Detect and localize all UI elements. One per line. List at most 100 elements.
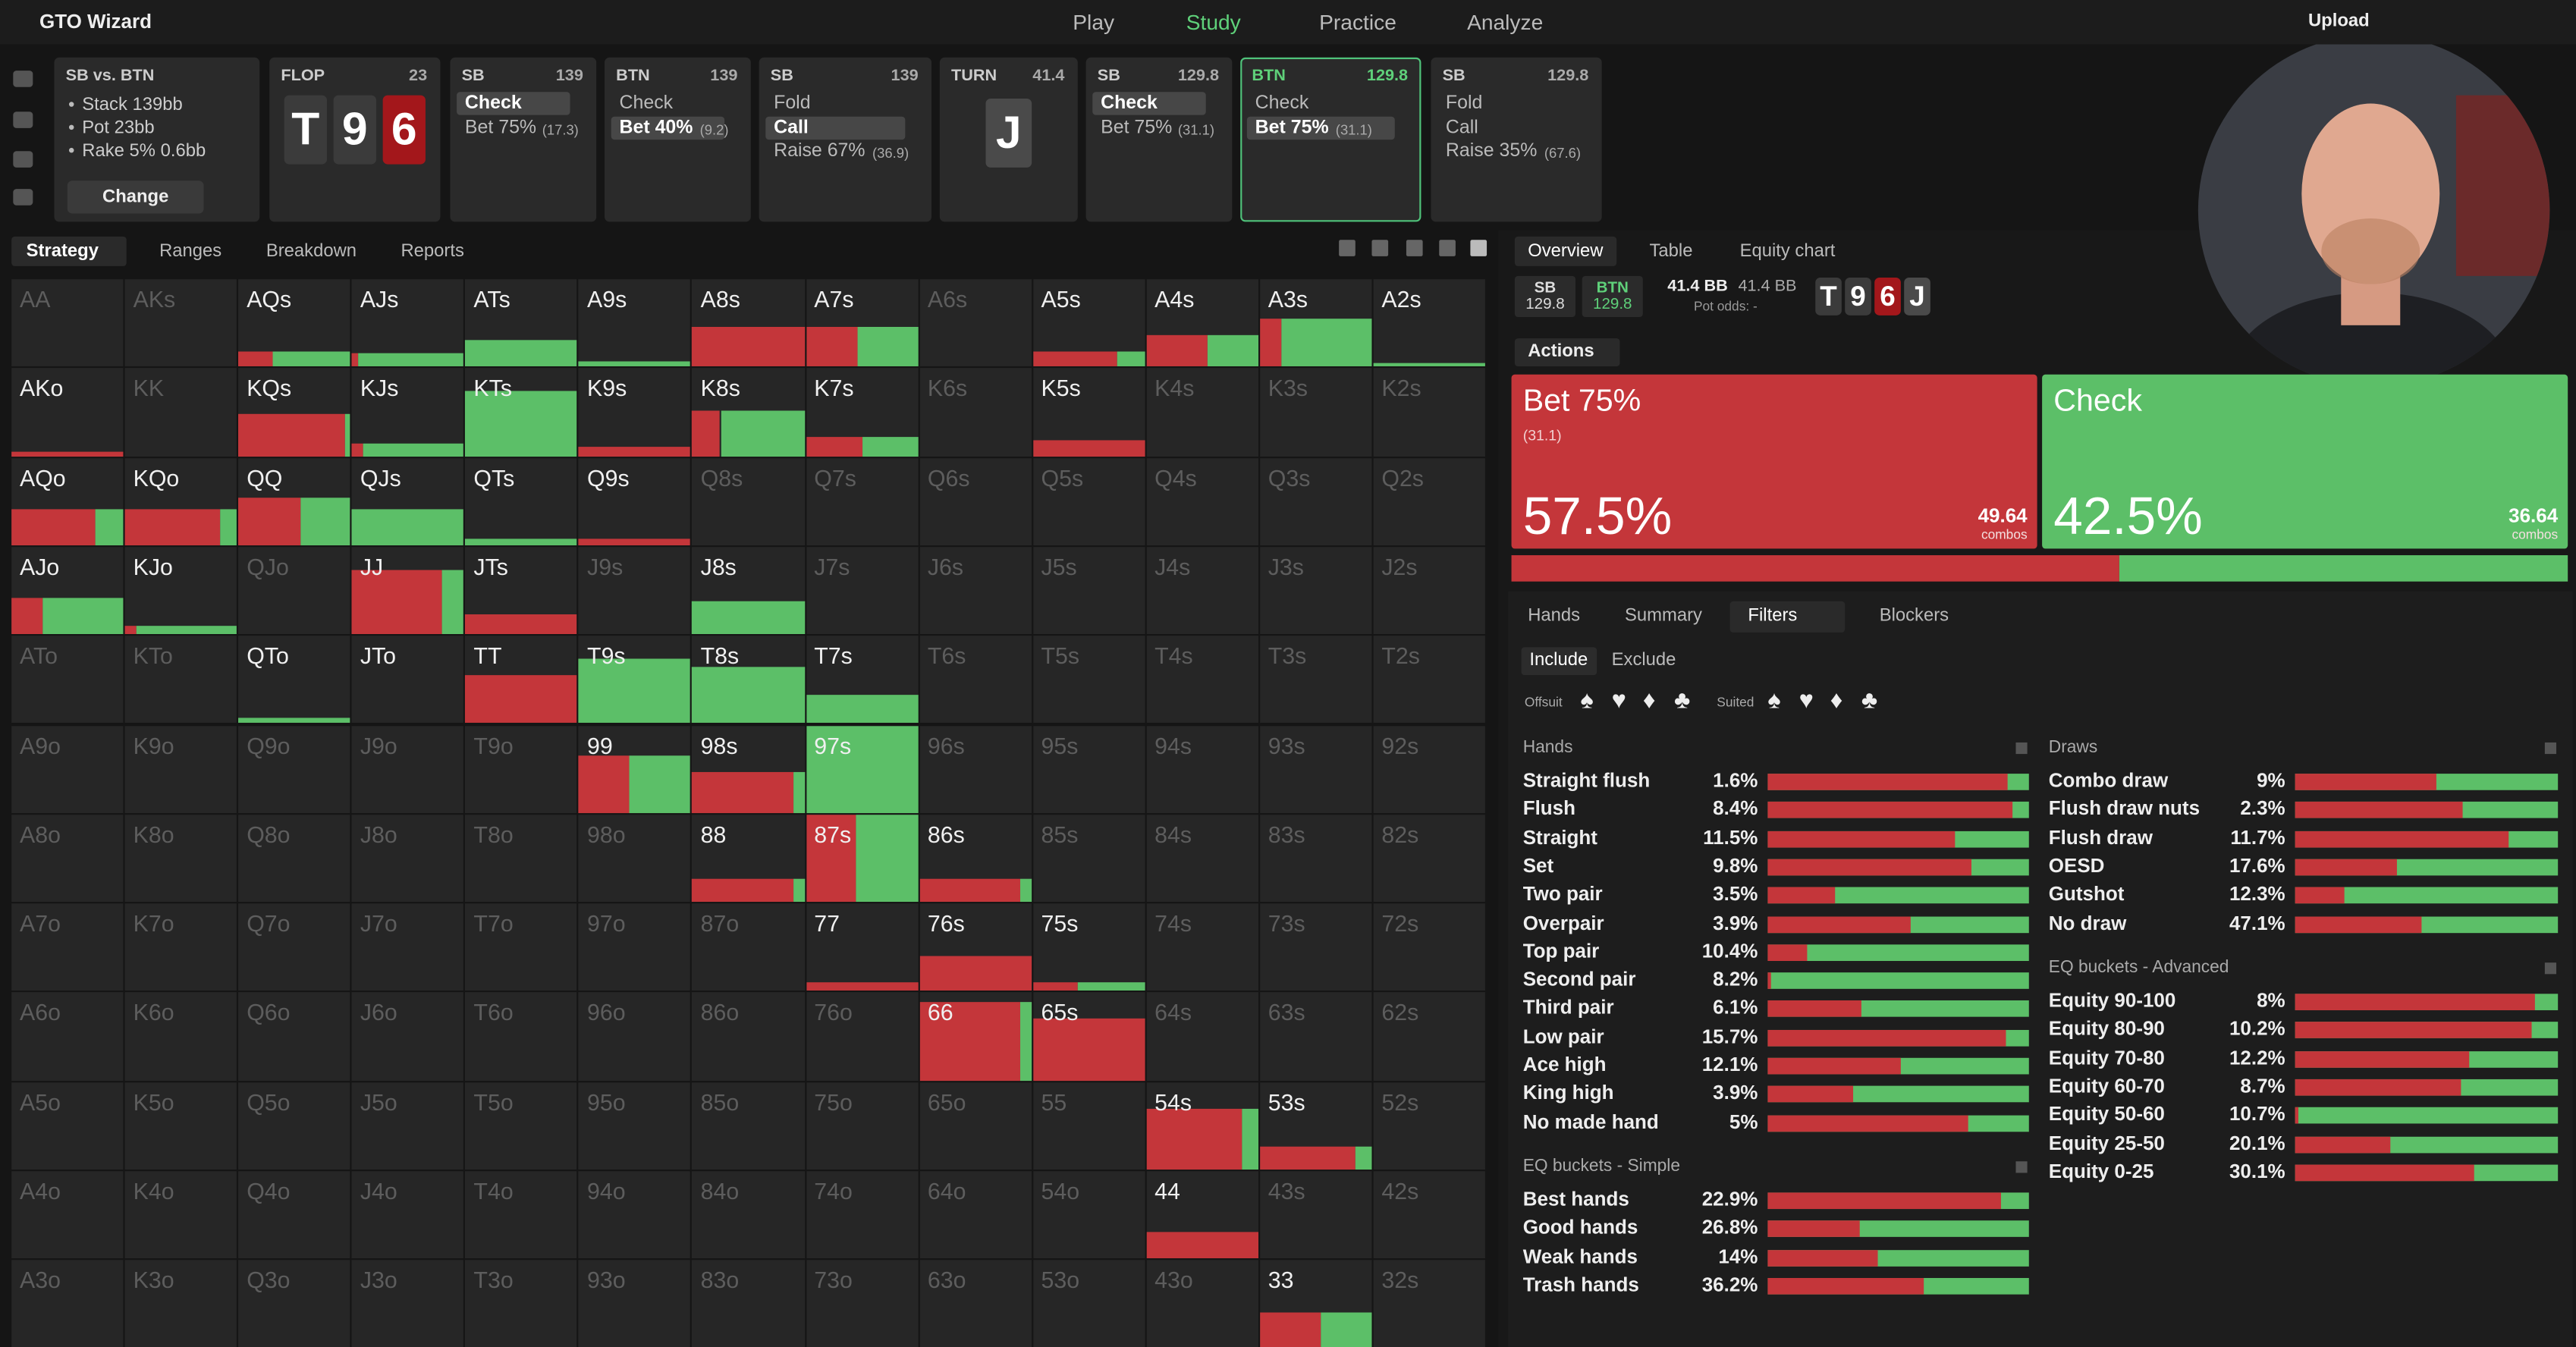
nav-item[interactable]: Analyze — [1467, 9, 1544, 35]
tab[interactable]: Strategy — [26, 241, 99, 262]
hand-cell[interactable] — [1259, 725, 1372, 813]
hand-cell[interactable] — [579, 1082, 691, 1170]
hand-cell[interactable] — [11, 368, 124, 457]
action-option[interactable]: Bet 75% — [464, 117, 537, 137]
action-option[interactable]: Raise 35% — [1445, 141, 1538, 162]
tab[interactable]: Ranges — [159, 241, 222, 262]
tool-icon[interactable] — [1470, 240, 1487, 256]
hand-cell[interactable] — [1373, 903, 1485, 991]
history-tile[interactable] — [1240, 57, 1422, 222]
tool-icon[interactable] — [1339, 240, 1356, 256]
hand-cell[interactable] — [351, 814, 464, 903]
hand-cell[interactable] — [1259, 636, 1372, 724]
suit-filter[interactable]: ♠ — [1767, 686, 1781, 715]
action-option[interactable]: Check — [1101, 93, 1158, 114]
hand-cell[interactable] — [465, 814, 578, 903]
hand-cell[interactable] — [351, 636, 464, 724]
hand-cell[interactable] — [1259, 993, 1372, 1081]
nav-item[interactable]: Practice — [1319, 9, 1396, 35]
hand-cell[interactable] — [692, 1260, 805, 1347]
tab[interactable]: Breakdown — [265, 241, 357, 262]
action-option[interactable]: Check — [619, 93, 674, 114]
action-card[interactable] — [2042, 374, 2568, 549]
hand-cell[interactable] — [11, 1260, 124, 1347]
hand-cell[interactable] — [692, 1171, 805, 1259]
hand-cell[interactable] — [11, 725, 124, 813]
hand-cell[interactable] — [919, 368, 1032, 457]
hand-cell[interactable] — [465, 903, 578, 991]
action-option[interactable]: Check — [1255, 93, 1309, 114]
hand-cell[interactable] — [124, 725, 237, 813]
hand-cell[interactable] — [579, 457, 691, 545]
hand-cell[interactable] — [238, 1082, 350, 1170]
hand-cell[interactable] — [1032, 1260, 1145, 1347]
history-tile[interactable] — [450, 57, 597, 222]
hand-cell[interactable] — [124, 1082, 237, 1170]
nav-item[interactable]: Play — [1073, 9, 1115, 35]
upload-button[interactable]: Upload — [2307, 11, 2370, 32]
hand-cell[interactable] — [1259, 903, 1372, 991]
suit-filter[interactable]: ♦ — [1830, 686, 1843, 715]
hand-cell[interactable] — [1146, 814, 1258, 903]
action-option[interactable]: Fold — [1445, 93, 1483, 114]
hand-cell[interactable] — [124, 993, 237, 1081]
hand-cell[interactable] — [351, 1082, 464, 1170]
action-option[interactable]: Bet 75% — [1101, 117, 1173, 137]
hand-cell[interactable] — [465, 725, 578, 813]
hand-cell[interactable] — [579, 1260, 691, 1347]
hand-cell[interactable] — [1146, 457, 1258, 545]
action-option[interactable]: Bet 40% — [619, 117, 693, 137]
hand-cell[interactable] — [1146, 636, 1258, 724]
hand-cell[interactable] — [1373, 814, 1485, 903]
hand-cell[interactable] — [919, 636, 1032, 724]
hand-cell[interactable] — [238, 636, 350, 724]
actions-menu[interactable]: Actions — [1514, 338, 1620, 366]
suit-filter[interactable]: ♦ — [1642, 686, 1656, 715]
hand-cell[interactable] — [1146, 368, 1258, 457]
history-tile[interactable] — [1085, 57, 1233, 222]
hand-cell[interactable] — [238, 814, 350, 903]
hand-cell[interactable] — [1373, 1082, 1485, 1170]
hand-cell[interactable] — [124, 368, 237, 457]
hand-cell[interactable] — [238, 1171, 350, 1259]
suit-filter[interactable]: ♥ — [1611, 686, 1626, 715]
hand-cell[interactable] — [465, 1171, 578, 1259]
action-option[interactable]: Bet 75% — [1255, 117, 1329, 137]
tab[interactable]: Overview — [1528, 241, 1604, 262]
hand-cell[interactable] — [1373, 725, 1485, 813]
hand-cell[interactable] — [579, 546, 691, 635]
tab[interactable]: Filters — [1748, 606, 1798, 626]
hand-cell[interactable] — [11, 993, 124, 1081]
hand-cell[interactable] — [919, 1082, 1032, 1170]
tab[interactable]: Equity chart — [1739, 241, 1836, 262]
hand-cell[interactable] — [692, 993, 805, 1081]
hand-cell[interactable] — [806, 903, 918, 991]
hand-cell[interactable] — [1373, 993, 1485, 1081]
hand-cell[interactable] — [124, 814, 237, 903]
hand-cell[interactable] — [579, 814, 691, 903]
side-icon[interactable] — [13, 189, 33, 206]
hand-cell[interactable] — [579, 368, 691, 457]
tool-icon[interactable] — [1371, 240, 1389, 256]
hand-cell[interactable] — [465, 993, 578, 1081]
hand-cell[interactable] — [238, 1260, 350, 1347]
action-option[interactable]: Call — [774, 117, 809, 137]
tab[interactable]: Summary — [1624, 606, 1702, 626]
tool-icon[interactable] — [1406, 240, 1423, 256]
side-icon[interactable] — [13, 111, 33, 128]
hand-cell[interactable] — [806, 546, 918, 635]
hand-cell[interactable] — [579, 279, 691, 367]
hand-cell[interactable] — [1259, 814, 1372, 903]
hand-cell[interactable] — [124, 636, 237, 724]
hand-cell[interactable] — [919, 279, 1032, 367]
hand-cell[interactable] — [692, 903, 805, 991]
hand-cell[interactable] — [351, 725, 464, 813]
hand-cell[interactable] — [919, 546, 1032, 635]
hand-cell[interactable] — [1032, 814, 1145, 903]
hand-cell[interactable] — [1032, 457, 1145, 545]
change-button[interactable]: Change — [67, 181, 204, 214]
action-option[interactable]: Call — [1445, 117, 1478, 137]
hand-cell[interactable] — [238, 546, 350, 635]
hand-cell[interactable] — [11, 903, 124, 991]
hand-cell[interactable] — [1032, 1171, 1145, 1259]
